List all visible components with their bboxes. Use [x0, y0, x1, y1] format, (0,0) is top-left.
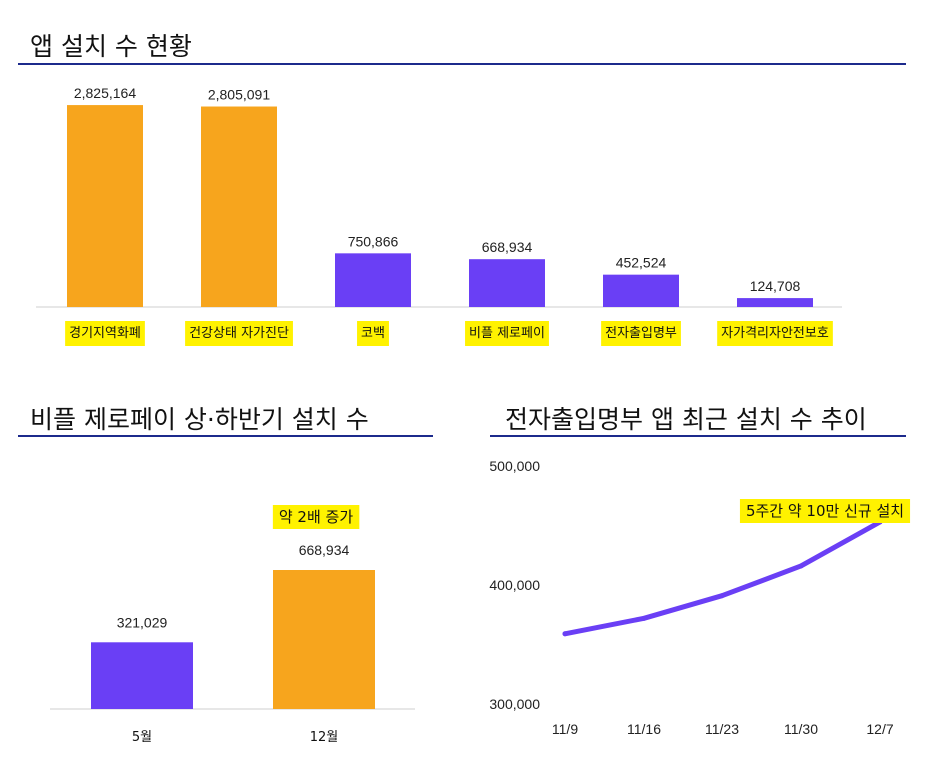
y-tick-label: 300,000 — [489, 696, 540, 712]
category-highlight — [185, 321, 293, 346]
category-label: 비플 제로페이 — [469, 326, 545, 341]
bar-4 — [603, 274, 679, 307]
category-label: 경기지역화폐 — [69, 326, 141, 341]
bar-value-label: 668,934 — [482, 239, 533, 255]
bar-value-label: 668,934 — [299, 542, 350, 558]
bar-0 — [67, 105, 143, 307]
bar-3 — [469, 259, 545, 307]
series-point — [641, 615, 647, 621]
x-tick-label: 12/7 — [866, 721, 893, 737]
bar-value-label: 2,805,091 — [208, 87, 270, 103]
annotation-highlight — [739, 499, 911, 523]
x-tick-label: 11/9 — [552, 721, 578, 737]
main-title-rule — [18, 63, 906, 65]
category-label: 전자출입명부 — [605, 326, 677, 341]
trend-title-rule — [490, 435, 906, 437]
half-chart-title: 비플 제로페이 상·하반기 설치 수 — [30, 405, 369, 434]
bar-5 — [737, 298, 813, 307]
bar-value-label: 750,866 — [348, 233, 399, 249]
x-tick-label: 11/23 — [705, 721, 739, 737]
bar-value-label: 452,524 — [616, 255, 667, 271]
bar-value-label: 2,825,164 — [74, 85, 136, 101]
category-label: 5월 — [132, 730, 152, 745]
main-chart-title: 앱 설치 수 현황 — [30, 32, 192, 61]
annotation-highlight — [272, 505, 360, 529]
growth-annotation: 약 2배 증가 — [279, 508, 353, 526]
category-label: 12월 — [310, 730, 339, 745]
category-label: 자가격리자안전보호 — [721, 326, 829, 341]
category-highlight — [357, 321, 389, 346]
series-point — [562, 631, 568, 637]
bar-0 — [91, 642, 193, 709]
y-tick-label: 500,000 — [489, 458, 540, 474]
trend-annotation: 5주간 약 10만 신규 설치 — [746, 502, 904, 520]
half-title-rule — [18, 435, 433, 437]
category-highlight — [717, 321, 833, 346]
category-label: 코백 — [361, 326, 385, 341]
category-label: 건강상태 자가진단 — [189, 326, 289, 341]
bar-1 — [201, 106, 277, 308]
bar-value-label: 321,029 — [117, 614, 168, 630]
category-highlight — [65, 321, 145, 346]
bar-value-label: 124,708 — [750, 278, 801, 294]
y-tick-label: 400,000 — [489, 577, 540, 593]
series-point — [719, 593, 725, 599]
category-highlight — [465, 321, 549, 346]
bar-2 — [335, 253, 411, 307]
x-tick-label: 11/30 — [784, 721, 818, 737]
category-highlight — [601, 321, 681, 346]
bar-1 — [273, 570, 375, 709]
series-line — [562, 519, 883, 637]
trend-chart-title: 전자출입명부 앱 최근 설치 수 추이 — [505, 405, 867, 434]
series-point — [798, 563, 804, 569]
x-tick-label: 11/16 — [627, 721, 661, 737]
